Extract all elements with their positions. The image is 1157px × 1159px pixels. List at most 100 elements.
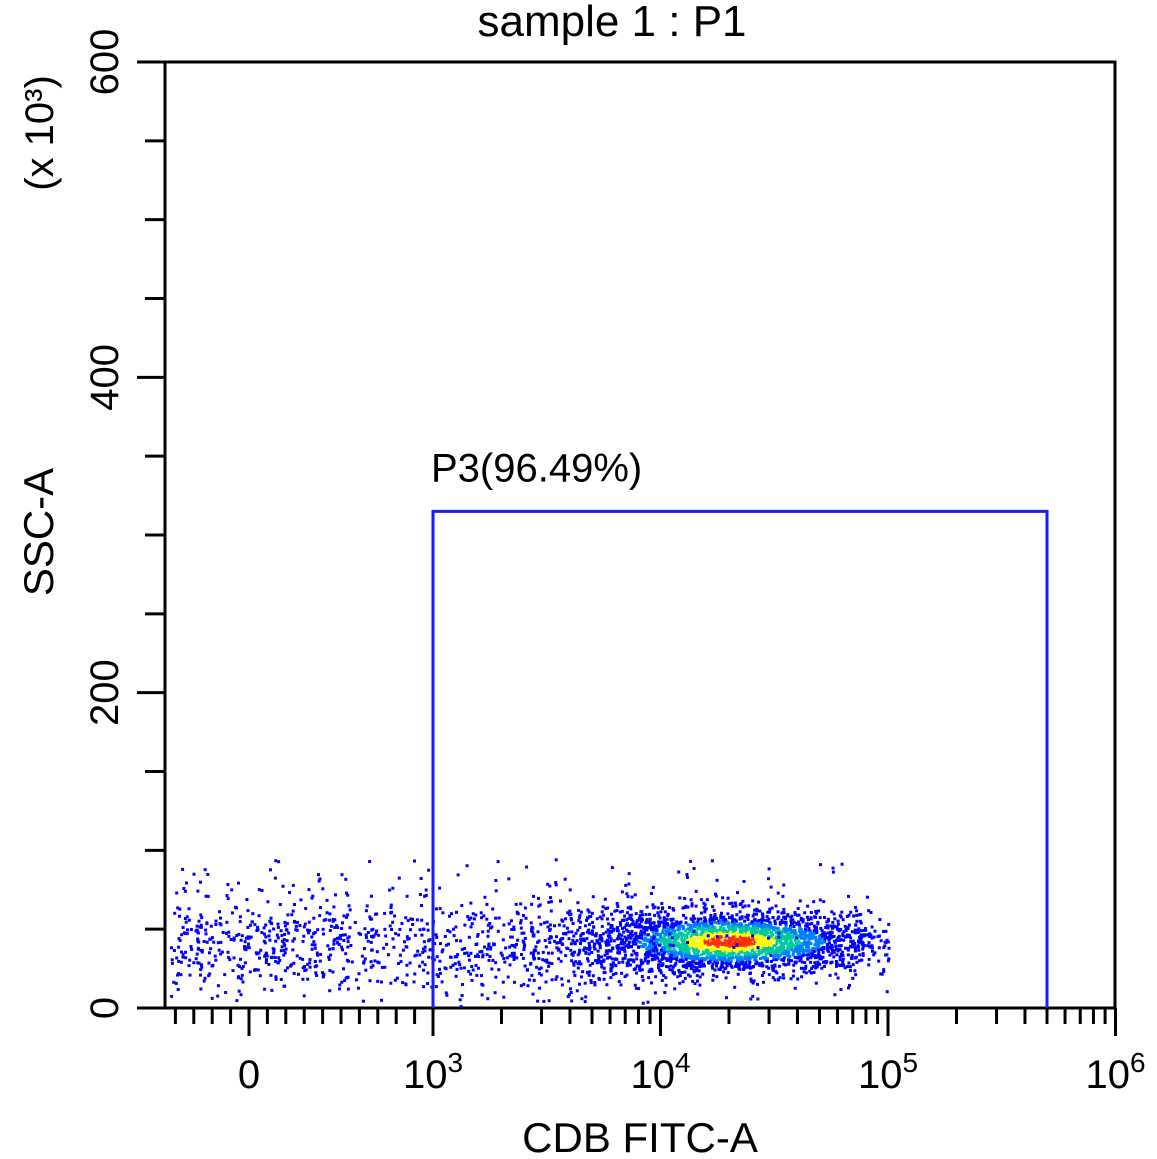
event-dot [615, 909, 619, 912]
event-dot [569, 948, 573, 952]
event-dot [853, 949, 857, 953]
event-dot [749, 977, 753, 981]
event-dot [711, 931, 715, 934]
event-dot [720, 960, 724, 964]
event-dot [594, 932, 598, 936]
event-dot [624, 883, 628, 887]
event-dot [804, 966, 808, 970]
event-dot [774, 904, 778, 908]
event-dot [764, 947, 768, 950]
event-dot [671, 965, 675, 969]
event-dot [508, 945, 512, 949]
event-dot [687, 947, 691, 951]
event-dot [700, 959, 704, 963]
event-dot [260, 931, 264, 935]
event-dot [593, 934, 597, 938]
event-dot [717, 940, 721, 944]
event-dot [543, 959, 547, 963]
event-dot [268, 938, 272, 942]
event-dot [454, 925, 458, 929]
event-dot [720, 911, 723, 915]
event-dot [620, 890, 624, 894]
event-dot [804, 930, 807, 934]
event-dot [644, 936, 648, 940]
event-dot [706, 939, 709, 943]
event-dot [797, 920, 800, 924]
gate-p3[interactable]: P3(96.49%) [431, 446, 1049, 1008]
event-dot [753, 908, 757, 912]
event-dot [634, 912, 638, 916]
event-dot [577, 908, 581, 912]
event-dot [660, 920, 664, 924]
event-dot [799, 946, 803, 950]
event-dot [793, 945, 797, 948]
event-dot [733, 944, 737, 948]
event-dot [704, 907, 708, 911]
event-dot [357, 931, 361, 935]
event-dot [469, 901, 473, 905]
event-dot [593, 947, 597, 951]
event-dot [387, 953, 390, 957]
event-dot [332, 942, 336, 946]
event-dot [639, 910, 643, 914]
event-dot [709, 946, 713, 950]
event-dot [443, 935, 447, 938]
event-dot [686, 927, 690, 931]
event-dot [266, 900, 270, 904]
event-dot [426, 971, 430, 975]
event-dot [746, 965, 750, 969]
event-dot [662, 974, 666, 978]
event-dot [680, 957, 684, 961]
event-dot [452, 927, 455, 931]
event-dot [862, 934, 866, 938]
event-dot [666, 938, 670, 942]
event-dot [756, 937, 760, 941]
event-dot [373, 959, 377, 963]
event-dot [638, 940, 642, 944]
event-dot [736, 954, 740, 958]
y-tick-label: 600 [83, 29, 127, 96]
event-dot [743, 904, 747, 908]
event-dot [673, 941, 677, 945]
event-dot [795, 936, 799, 940]
event-dot [702, 962, 706, 966]
event-dot [197, 947, 201, 951]
event-dot [744, 956, 748, 960]
event-dot [549, 900, 553, 904]
event-dot [623, 949, 627, 953]
event-dot [269, 916, 273, 920]
event-dot [179, 973, 183, 977]
event-dot [740, 923, 744, 927]
event-dot [640, 925, 644, 929]
event-dot [722, 970, 726, 974]
event-dot [476, 953, 479, 957]
event-dot [810, 937, 814, 941]
event-dot [656, 938, 660, 942]
event-dot [623, 926, 627, 929]
event-dot [833, 917, 837, 921]
event-dot [346, 913, 350, 917]
event-dot [699, 942, 703, 946]
gate-p3-outline[interactable] [431, 509, 1049, 1008]
event-dot [280, 939, 284, 943]
event-dot [782, 946, 786, 950]
event-dot [434, 933, 438, 937]
event-dot [600, 939, 604, 943]
event-dot [627, 872, 631, 876]
event-dot [715, 878, 719, 882]
event-dot [204, 932, 208, 936]
event-dot [807, 927, 811, 931]
event-dot [791, 974, 795, 978]
event-dot [822, 945, 826, 949]
event-dot [653, 945, 657, 949]
event-dot [328, 947, 332, 951]
event-dot [609, 929, 613, 933]
event-dot [177, 937, 181, 941]
event-dot [846, 965, 849, 969]
event-dot [836, 919, 840, 923]
event-dot [697, 969, 701, 973]
event-dot [765, 957, 769, 961]
event-dot [363, 957, 367, 961]
event-dot [857, 948, 861, 952]
